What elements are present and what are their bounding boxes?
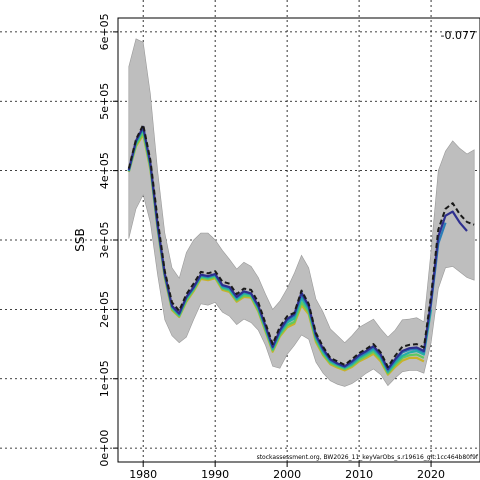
y-tick-label: 2e+05 — [98, 291, 111, 328]
x-tick-label: 1990 — [201, 468, 229, 480]
x-tick-label: 2010 — [345, 468, 373, 480]
confidence-band-layer — [128, 38, 475, 387]
y-tick-label: 6e+05 — [98, 13, 111, 50]
y-tick-label: 0e+00 — [98, 430, 111, 467]
x-tick-label: 2020 — [417, 468, 445, 480]
grid-lines — [0, 0, 480, 462]
x-tick-label: 1980 — [129, 468, 157, 480]
x-tick-label: 2000 — [273, 468, 301, 480]
y-tick-label: 1e+05 — [98, 360, 111, 397]
series-line — [127, 123, 475, 368]
x-axis: 1980 1990 2000 2010 2020 — [129, 462, 445, 480]
y-tick-label: 4e+05 — [98, 152, 111, 189]
source-footnote: stockassessment.org, BW2026_11_keyVarObs… — [257, 454, 479, 461]
series-lines-layer — [127, 123, 475, 376]
y-axis-title: SSB — [73, 228, 87, 251]
y-tick-label: 3e+05 — [98, 222, 111, 259]
series-line — [127, 125, 468, 371]
y-tick-label: 5e+05 — [98, 83, 111, 120]
confidence-band — [128, 38, 475, 387]
y-axis: 0e+00 1e+05 2e+05 3e+05 4e+05 5e+05 6e+05 — [98, 13, 118, 467]
correlation-annotation: -0.077 — [441, 29, 476, 42]
